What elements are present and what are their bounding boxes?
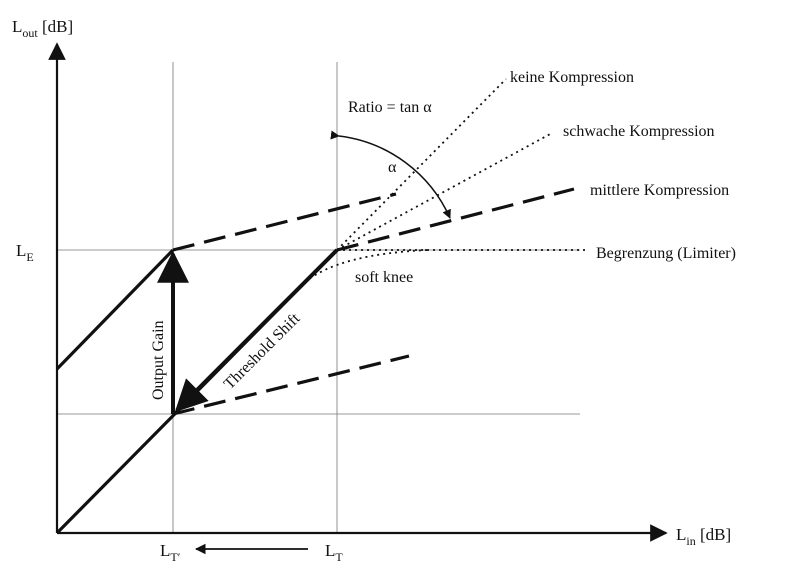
label-ratio: Ratio = tan α	[348, 99, 432, 116]
label-schwache-kompression: schwache Kompression	[563, 123, 715, 140]
y-axis-label: Lout [dB]	[12, 17, 73, 40]
label-limiter: Begrenzung (Limiter)	[596, 245, 736, 262]
threshold-shift-arrow	[174, 248, 339, 413]
label-alpha: α	[388, 159, 397, 176]
x-tick-lt-prime: LT′	[160, 541, 181, 564]
x-tick-lt: LT	[325, 541, 343, 564]
label-keine-kompression: keine Kompression	[510, 69, 634, 86]
label-mittlere-kompression: mittlere Kompression	[590, 182, 729, 199]
alpha-arc	[330, 130, 451, 219]
gained-characteristic-solid	[55, 248, 175, 371]
compression-dashed-mittlere	[336, 187, 575, 252]
compression-dashed-lower	[172, 354, 410, 416]
label-output-gain: Output Gain	[150, 320, 167, 400]
compression-dashed-top	[172, 192, 397, 252]
x-axis-label: Lin [dB]	[676, 525, 731, 548]
guide-lines	[57, 62, 580, 533]
label-soft-knee: soft knee	[355, 269, 413, 286]
y-tick-le: LE	[16, 241, 34, 264]
curve-schwache-kompression	[336, 132, 553, 251]
